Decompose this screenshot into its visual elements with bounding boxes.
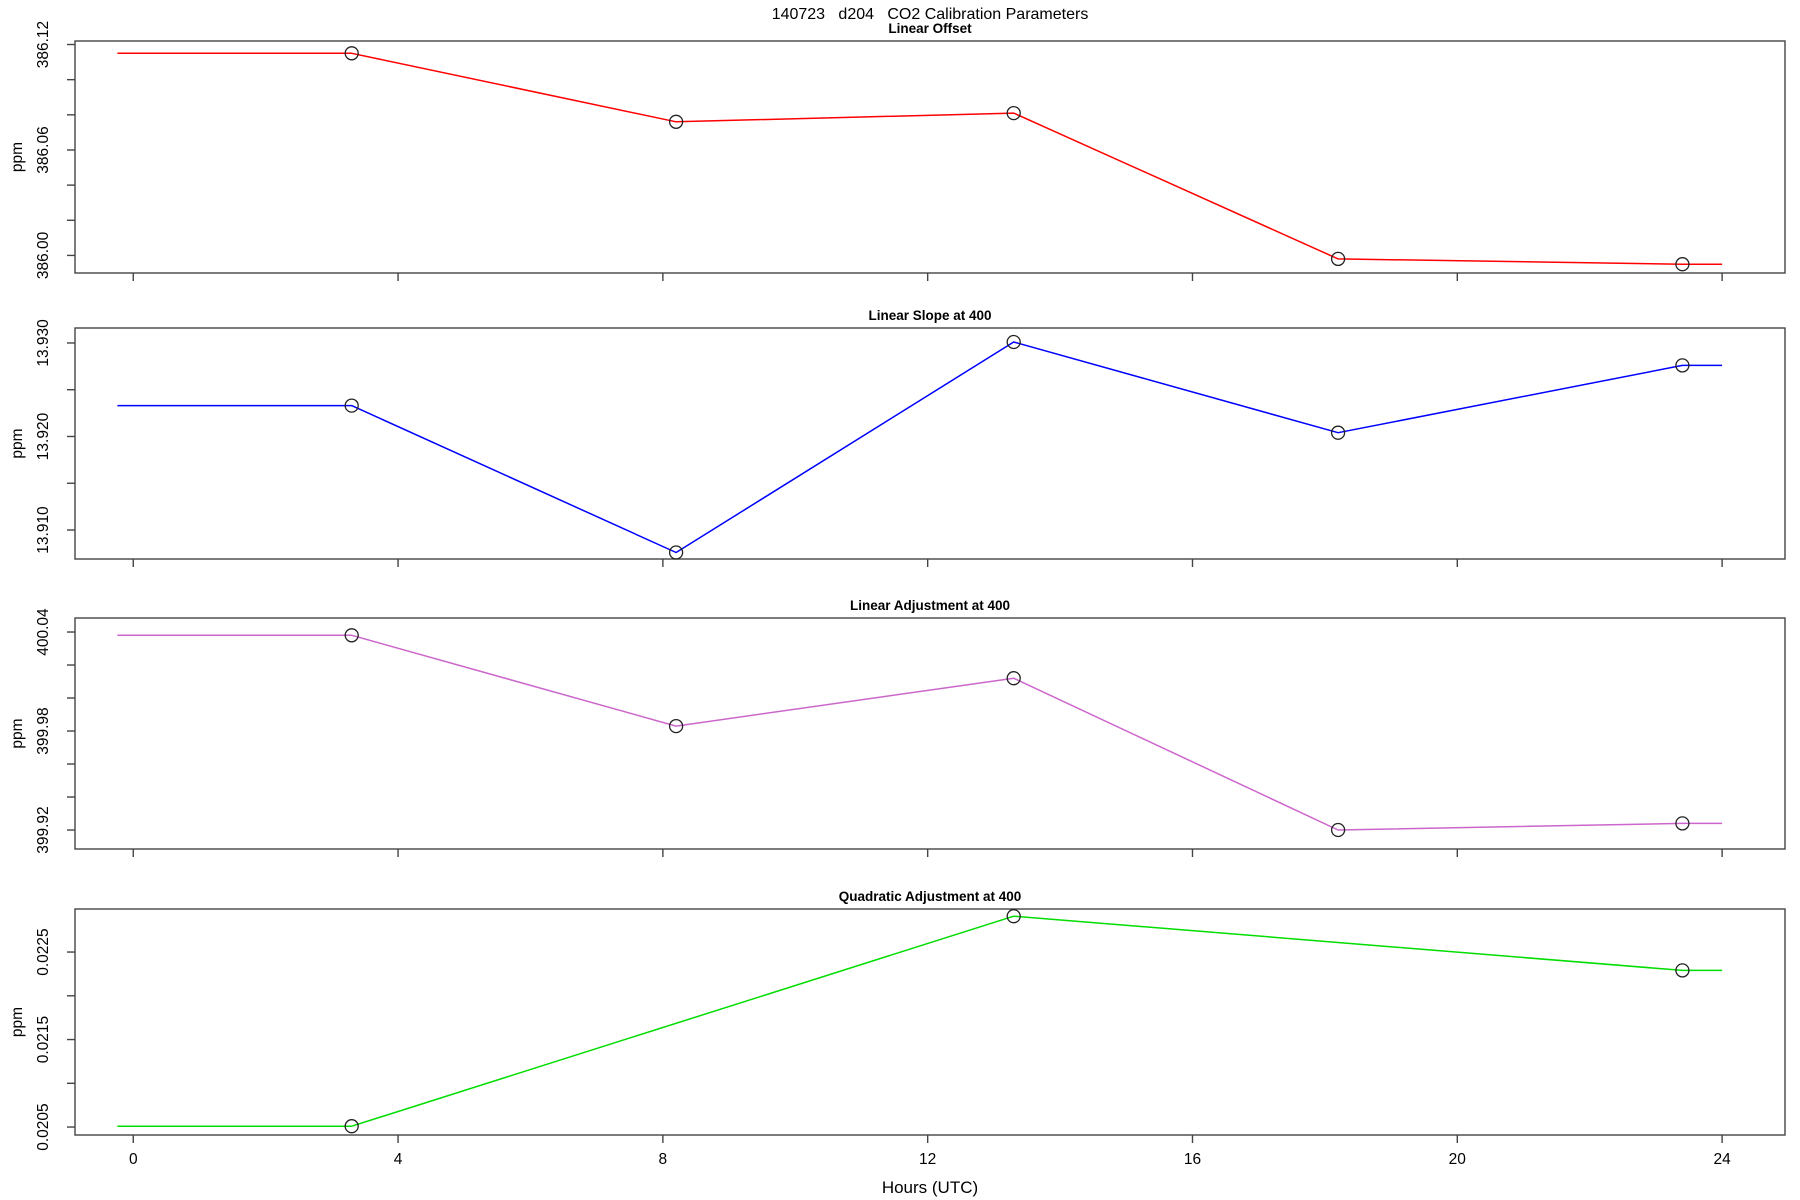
cal-point-marker-linear-adjustment-at-400 xyxy=(344,628,359,643)
x-tick-label-16: 16 xyxy=(1184,1151,1201,1168)
y-tick-label-linear-offset: 386.06 xyxy=(35,126,52,173)
x-tick-label-8: 8 xyxy=(659,1151,668,1168)
cal-point-marker-linear-offset xyxy=(344,46,359,61)
x-tick-label-0: 0 xyxy=(129,1151,138,1168)
series-line-linear-slope-at-400 xyxy=(117,341,1723,554)
x-axis-title: Hours (UTC) xyxy=(881,1178,979,1197)
x-tick-label-4: 4 xyxy=(394,1151,403,1168)
y-tick-label-linear-slope-at-400: 13.930 xyxy=(35,319,52,367)
series-line-linear-adjustment-at-400 xyxy=(117,634,1723,831)
series-line-quadratic-adjustment-at-400 xyxy=(117,915,1723,1127)
y-tick-label-linear-slope-at-400: 13.920 xyxy=(35,412,52,460)
y-tick-label-linear-adjustment-at-400: 400.04 xyxy=(35,608,52,656)
series-line-linear-offset xyxy=(117,52,1723,265)
main-title: 140723 d204 CO2 Calibration Parameters xyxy=(771,6,1089,23)
x-tick-label-24: 24 xyxy=(1713,1151,1731,1168)
y-tick-label-linear-offset: 386.00 xyxy=(35,231,52,279)
y-tick-label-linear-adjustment-at-400: 399.98 xyxy=(35,707,52,754)
y-tick-label-linear-adjustment-at-400: 399.92 xyxy=(35,806,52,853)
y-tick-label-linear-offset: 386.12 xyxy=(35,21,52,68)
cal-point-marker-linear-offset xyxy=(1006,105,1021,121)
y-tick-label-quadratic-adjustment-at-400: 0.0225 xyxy=(35,928,52,975)
cal-point-marker-linear-offset xyxy=(1675,257,1690,272)
x-tick-label-20: 20 xyxy=(1449,1151,1467,1168)
cal-point-marker-linear-offset xyxy=(1330,251,1346,267)
cal-point-marker-linear-adjustment-at-400 xyxy=(1675,816,1690,831)
y-axis-label-ppm-linear-adjustment-at-400: ppm xyxy=(9,718,26,748)
cal-point-marker-linear-slope-at-400 xyxy=(1006,334,1021,350)
cal-point-marker-linear-adjustment-at-400 xyxy=(1330,822,1346,838)
x-tick-label-12: 12 xyxy=(919,1151,936,1168)
y-tick-label-quadratic-adjustment-at-400: 0.0205 xyxy=(35,1103,52,1150)
cal-point-marker-linear-offset xyxy=(668,114,684,129)
panel-title-linear-offset: Linear Offset xyxy=(888,21,972,36)
cal-point-marker-linear-adjustment-at-400 xyxy=(1006,671,1021,686)
panel-border-linear-adjustment-at-400 xyxy=(74,617,1786,850)
panel-title-linear-adjustment-at-400: Linear Adjustment at 400 xyxy=(850,598,1010,613)
panel-border-linear-slope-at-400 xyxy=(74,327,1786,560)
y-tick-label-linear-slope-at-400: 13.910 xyxy=(35,506,52,554)
cal-point-marker-quadratic-adjustment-at-400 xyxy=(344,1119,359,1134)
cal-point-marker-linear-slope-at-400 xyxy=(1675,358,1690,373)
cal-point-marker-linear-slope-at-400 xyxy=(1330,425,1346,440)
panel-title-quadratic-adjustment-at-400: Quadratic Adjustment at 400 xyxy=(839,889,1022,904)
panel-border-linear-offset xyxy=(74,40,1786,274)
panel-title-linear-slope-at-400: Linear Slope at 400 xyxy=(868,308,991,323)
y-axis-label-ppm-linear-offset: ppm xyxy=(9,142,26,172)
y-axis-label-ppm-quadratic-adjustment-at-400: ppm xyxy=(9,1007,26,1037)
cal-point-marker-linear-slope-at-400 xyxy=(668,545,684,560)
cal-point-marker-linear-slope-at-400 xyxy=(344,398,359,413)
cal-point-marker-quadratic-adjustment-at-400 xyxy=(1006,909,1021,924)
y-tick-label-quadratic-adjustment-at-400: 0.0215 xyxy=(35,1016,52,1063)
cal-point-marker-quadratic-adjustment-at-400 xyxy=(1675,963,1690,978)
panel-border-quadratic-adjustment-at-400 xyxy=(74,908,1786,1136)
y-axis-label-ppm-linear-slope-at-400: ppm xyxy=(9,428,26,458)
cal-point-marker-linear-adjustment-at-400 xyxy=(668,718,684,734)
